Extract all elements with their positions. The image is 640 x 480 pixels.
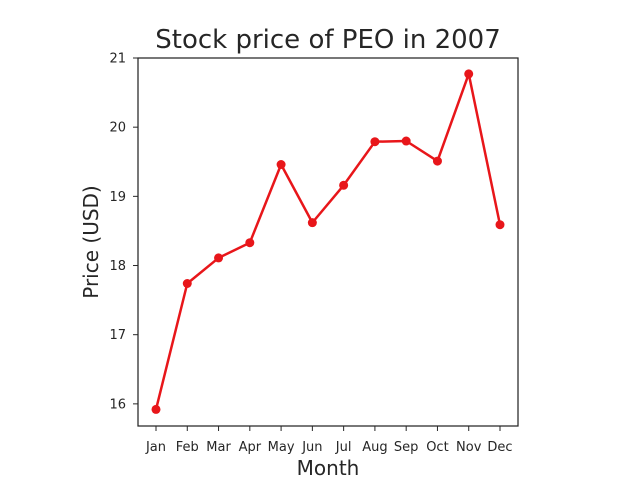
y-tick-label: 21	[109, 52, 126, 67]
y-axis-label: Price (USD)	[79, 185, 103, 299]
data-point	[214, 253, 224, 263]
x-tick-label: Feb	[176, 440, 199, 455]
y-tick-label: 18	[109, 259, 126, 274]
y-axis: 16 17 18 19 20 21	[109, 52, 138, 412]
x-tick-label: Jan	[145, 440, 166, 455]
y-tick-label: 19	[109, 190, 126, 205]
y-tick-label: 16	[109, 397, 126, 412]
x-axis: Jan Feb Mar Apr May Jun Jul Aug Sep Oct Nov Dec	[145, 426, 513, 455]
y-tick-label: 17	[109, 328, 126, 343]
chart-title: Stock price of PEO in 2007	[155, 25, 501, 55]
data-point	[370, 137, 380, 147]
data-point	[182, 279, 192, 289]
data-point	[495, 220, 505, 230]
data-point	[464, 69, 474, 79]
x-tick-label: Apr	[239, 440, 262, 455]
y-tick-label: 20	[109, 121, 126, 136]
data-point	[432, 156, 442, 166]
plot-frame	[137, 57, 519, 427]
data-point	[276, 160, 286, 170]
x-tick-label: May	[268, 440, 295, 455]
x-tick-label: Dec	[487, 440, 512, 455]
series-layer	[151, 69, 505, 414]
x-tick-label: Aug	[362, 440, 387, 455]
x-tick-label: Oct	[426, 440, 448, 455]
data-point	[339, 180, 349, 190]
x-tick-label: Sep	[394, 440, 419, 455]
data-point	[401, 136, 411, 146]
x-tick-label: Mar	[206, 440, 231, 455]
data-point	[307, 218, 317, 228]
data-point	[151, 404, 161, 414]
x-tick-label: Jul	[335, 440, 352, 455]
x-tick-label: Nov	[456, 440, 482, 455]
x-tick-label: Jun	[301, 440, 322, 455]
series-line	[154, 72, 502, 411]
x-axis-label: Month	[297, 456, 360, 480]
data-point	[245, 238, 255, 248]
